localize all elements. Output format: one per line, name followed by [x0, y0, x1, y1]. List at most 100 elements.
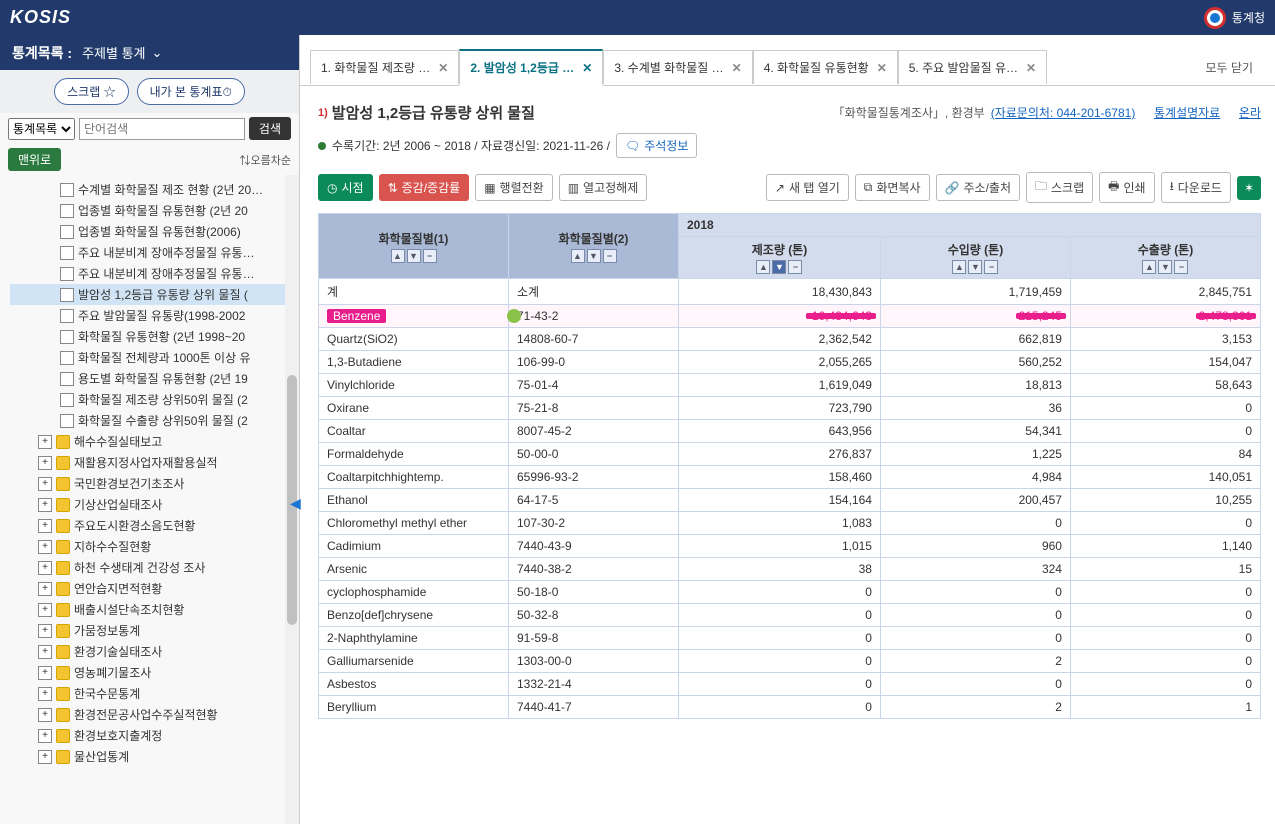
table-row[interactable]: Quartz(SiO2)14808-60-72,362,542662,8193,… [319, 328, 1261, 351]
col-header-1[interactable]: 화학물질별(1) ▲▼− [319, 214, 509, 279]
sort-reset-icon[interactable]: − [423, 249, 437, 263]
tree-item[interactable]: +지하수수질현황 [10, 536, 299, 557]
expand-icon[interactable]: + [38, 498, 52, 512]
sidebar-tree[interactable]: 수계별 화학물질 제조 현황 (2년 20…업종별 화학물질 유통현황 (2년 … [0, 175, 299, 824]
table-row[interactable]: Chloromethyl methyl ether107-30-21,08300 [319, 512, 1261, 535]
table-row[interactable]: Formaldehyde50-00-0276,8371,22584 [319, 443, 1261, 466]
sort-down-icon[interactable]: ▼ [407, 249, 421, 263]
table-row[interactable]: Beryllium7440-41-7021 [319, 696, 1261, 719]
tree-item[interactable]: +연안습지면적현황 [10, 578, 299, 599]
copy-screen-button[interactable]: ⧉화면복사 [855, 174, 930, 201]
sort-reset-icon[interactable]: − [603, 249, 617, 263]
expand-icon[interactable]: + [38, 477, 52, 491]
sort-up-icon[interactable]: ▲ [1142, 260, 1156, 274]
tree-item[interactable]: 업종별 화학물질 유통현황 (2년 20 [10, 200, 299, 221]
tree-item[interactable]: +한국수문통계 [10, 683, 299, 704]
table-row[interactable]: Arsenic7440-38-23832415 [319, 558, 1261, 581]
sort-down-icon[interactable]: ▼ [587, 249, 601, 263]
table-row[interactable]: Coaltarpitchhightemp.65996-93-2158,4604,… [319, 466, 1261, 489]
sidebar-category-dropdown[interactable]: 주제별 통계 ⌄ [82, 43, 162, 62]
close-all-tabs[interactable]: 모두 닫기 [1194, 51, 1266, 84]
tree-item[interactable]: +물산업통계 [10, 746, 299, 767]
tree-item[interactable]: +환경전문공사업수주실적현황 [10, 704, 299, 725]
tree-item[interactable]: 주요 발암물질 유통량(1998-2002 [10, 305, 299, 326]
sort-up-icon[interactable]: ▲ [571, 249, 585, 263]
table-row[interactable]: Benzo[def]chrysene50-32-8000 [319, 604, 1261, 627]
sort-up-icon[interactable]: ▲ [391, 249, 405, 263]
sort-up-icon[interactable]: ▲ [756, 260, 770, 274]
expand-icon[interactable]: + [38, 435, 52, 449]
sub-header-3[interactable]: 수출량 (톤) ▲▼− [1070, 237, 1260, 279]
tree-item[interactable]: +환경보호지출계정 [10, 725, 299, 746]
expand-icon[interactable]: + [38, 456, 52, 470]
tree-item[interactable]: +기상산업실태조사 [10, 494, 299, 515]
sort-down-icon[interactable]: ▼ [772, 260, 786, 274]
search-button[interactable]: 검색 [249, 117, 291, 140]
tree-item[interactable]: 주요 내분비계 장애추정물질 유통… [10, 242, 299, 263]
tree-item[interactable]: 수계별 화학물질 제조 현황 (2년 20… [10, 179, 299, 200]
table-row[interactable]: 1,3-Butadiene106-99-02,055,265560,252154… [319, 351, 1261, 374]
expand-icon[interactable]: + [38, 561, 52, 575]
sort-reset-icon[interactable]: − [1174, 260, 1188, 274]
col-header-2[interactable]: 화학물질별(2) ▲▼− [509, 214, 679, 279]
expand-icon[interactable]: + [38, 708, 52, 722]
tab[interactable]: 3. 수계별 화학물질 …✕ [603, 50, 752, 84]
expand-icon[interactable]: + [38, 540, 52, 554]
table-row[interactable]: Asbestos1332-21-4000 [319, 673, 1261, 696]
tree-item[interactable]: 화학물질 전체량과 1000톤 이상 유 [10, 347, 299, 368]
tree-item[interactable]: 화학물질 유통현황 (2년 1998~20 [10, 326, 299, 347]
close-icon[interactable]: ✕ [1026, 61, 1036, 75]
sub-header-1[interactable]: 제조량 (톤) ▲▼− [679, 237, 881, 279]
tree-item[interactable]: +국민환경보건기초조사 [10, 473, 299, 494]
tree-item[interactable]: 화학물질 제조량 상위50위 물질 (2 [10, 389, 299, 410]
download-button[interactable]: ⭳다운로드 [1161, 172, 1231, 203]
scrap-button-main[interactable]: 🗀스크랩 [1026, 172, 1093, 203]
tree-item[interactable]: +가뭄정보통계 [10, 620, 299, 641]
view-button[interactable]: ◷시점 [318, 174, 373, 201]
expand-icon[interactable]: + [38, 645, 52, 659]
close-icon[interactable]: ✕ [438, 61, 448, 75]
unfix-column-button[interactable]: ▥열고정해제 [559, 174, 648, 201]
expand-icon[interactable]: + [38, 582, 52, 596]
tab[interactable]: 5. 주요 발암물질 유…✕ [898, 50, 1047, 84]
table-row[interactable]: Vinylchloride75-01-41,619,04918,81358,64… [319, 374, 1261, 397]
sub-header-2[interactable]: 수입량 (톤) ▲▼− [880, 237, 1070, 279]
close-icon[interactable]: ✕ [877, 61, 887, 75]
tree-item[interactable]: +하천 수생태계 건강성 조사 [10, 557, 299, 578]
close-icon[interactable]: ✕ [732, 61, 742, 75]
tab[interactable]: 4. 화학물질 유통현황✕ [753, 50, 898, 84]
table-row[interactable]: Ethanol64-17-5154,164200,45710,255 [319, 489, 1261, 512]
expand-icon[interactable]: + [38, 666, 52, 680]
rate-button[interactable]: ⇅증감/증감률 [379, 174, 470, 201]
table-row[interactable]: Cadimium7440-43-91,0159601,140 [319, 535, 1261, 558]
agency-label[interactable]: 통계청 [1232, 9, 1265, 26]
expand-icon[interactable]: + [38, 603, 52, 617]
tree-item[interactable]: +환경기술실태조사 [10, 641, 299, 662]
new-tab-button[interactable]: ↗새 탭 열기 [766, 174, 849, 201]
table-row[interactable]: 계소계18,430,8431,719,4592,845,751 [319, 279, 1261, 305]
contact-link[interactable]: (자료문의처: 044-201-6781) [991, 104, 1136, 121]
tree-item[interactable]: +재활용지정사업자재활용실적 [10, 452, 299, 473]
table-row[interactable]: cyclophosphamide50-18-0000 [319, 581, 1261, 604]
sort-reset-icon[interactable]: − [984, 260, 998, 274]
collapse-sidebar-icon[interactable]: ◀ [290, 495, 300, 515]
print-button[interactable]: 🖶인쇄 [1099, 172, 1154, 203]
tab[interactable]: 1. 화학물질 제조량 …✕ [310, 50, 459, 84]
tree-item[interactable]: 주요 내분비계 장애추정물질 유통… [10, 263, 299, 284]
expand-icon[interactable]: + [38, 624, 52, 638]
sort-order-link[interactable]: ⇅오름차순 [240, 152, 291, 168]
scrap-button[interactable]: 스크랩 ☆ [54, 78, 128, 105]
go-top-button[interactable]: 맨위로 [8, 148, 61, 171]
table-row[interactable]: Galliumarsenide1303-00-0020 [319, 650, 1261, 673]
sort-down-icon[interactable]: ▼ [1158, 260, 1172, 274]
expand-icon[interactable]: + [38, 729, 52, 743]
sort-up-icon[interactable]: ▲ [952, 260, 966, 274]
expand-icon[interactable]: + [38, 687, 52, 701]
sort-reset-icon[interactable]: − [788, 260, 802, 274]
source-button[interactable]: 🔗주소/출처 [936, 174, 1020, 201]
tree-item[interactable]: 용도별 화학물질 유통현황 (2년 19 [10, 368, 299, 389]
tree-item[interactable]: +해수수질실태보고 [10, 431, 299, 452]
search-input[interactable] [79, 118, 245, 140]
expand-icon[interactable]: + [38, 750, 52, 764]
tree-item[interactable]: 화학물질 수출량 상위50위 물질 (2 [10, 410, 299, 431]
